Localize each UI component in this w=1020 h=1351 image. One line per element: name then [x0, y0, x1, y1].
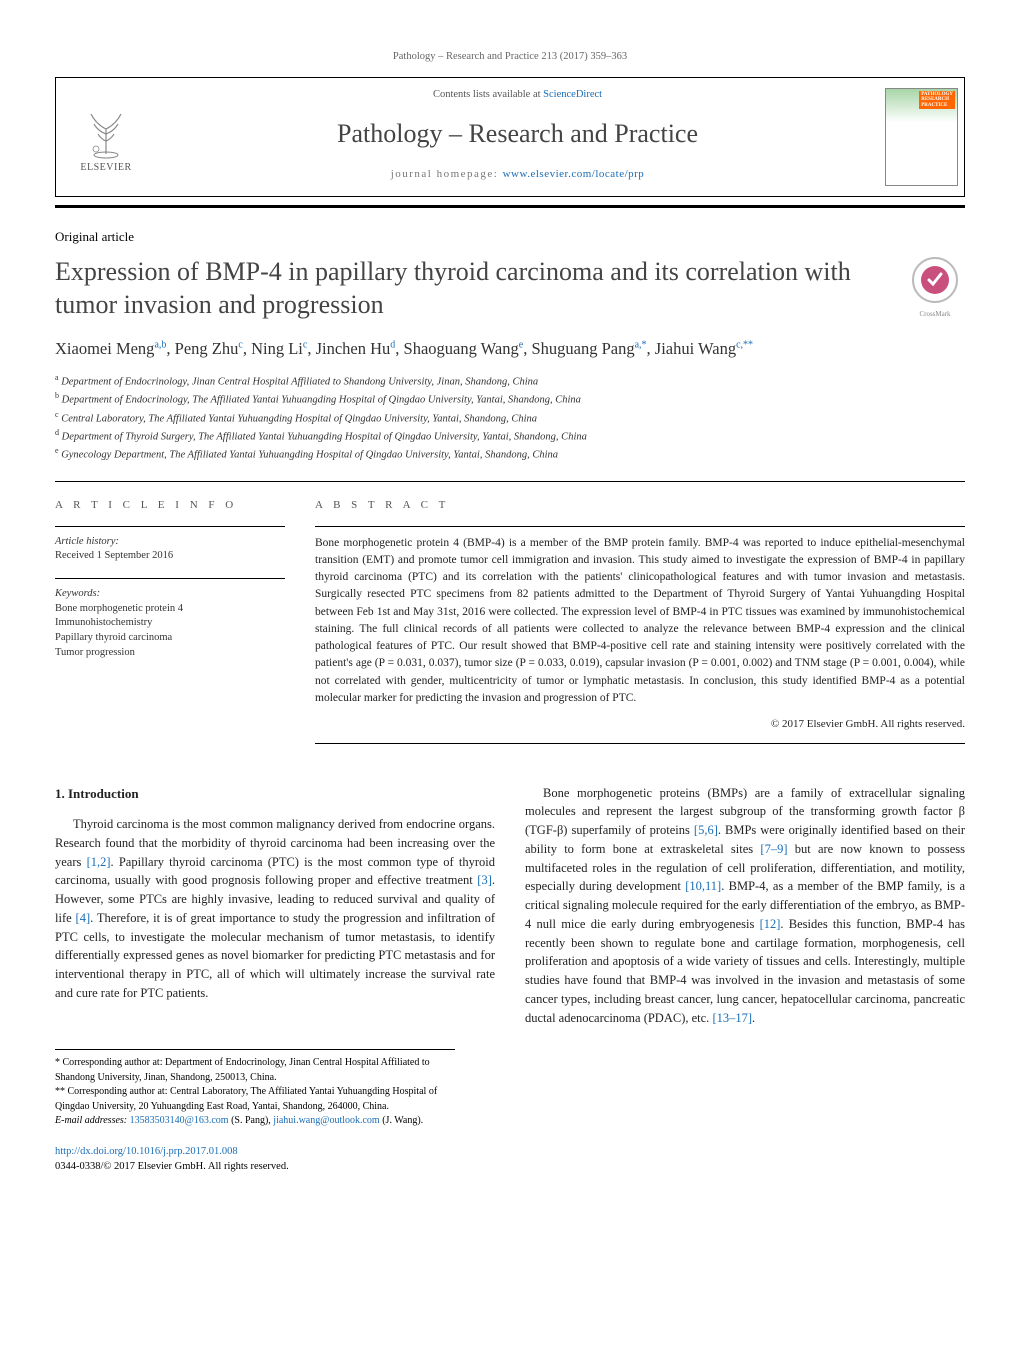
crossmark-icon	[911, 256, 959, 304]
cover-label: PATHOLOGY RESEARCH PRACTICE	[919, 91, 955, 110]
affiliation: a Department of Endocrinology, Jinan Cen…	[55, 372, 965, 390]
affiliations-list: a Department of Endocrinology, Jinan Cen…	[55, 372, 965, 463]
running-head-citation: Pathology – Research and Practice 213 (2…	[55, 50, 965, 65]
ref-link-12[interactable]: [12]	[760, 917, 781, 931]
intro-paragraph-2: Bone morphogenetic proteins (BMPs) are a…	[525, 784, 965, 1028]
affiliation: c Central Laboratory, The Affiliated Yan…	[55, 409, 965, 427]
ref-link-7-9[interactable]: [7–9]	[760, 842, 787, 856]
article-history-block: Article history: Received 1 September 20…	[55, 535, 285, 564]
ref-link-4[interactable]: [4]	[76, 911, 91, 925]
ref-link-3[interactable]: [3]	[477, 873, 492, 887]
author: Jiahui Wang	[655, 339, 736, 358]
email-link-1[interactable]: 13583503140@163.com	[130, 1115, 229, 1126]
abstract-copyright: © 2017 Elsevier GmbH. All rights reserve…	[315, 717, 965, 732]
author: Jinchen Hu	[316, 339, 391, 358]
header-rule	[55, 205, 965, 208]
intro-paragraph-1: Thyroid carcinoma is the most common mal…	[55, 815, 495, 1003]
email-addresses: E-mail addresses: 13583503140@163.com (S…	[55, 1114, 455, 1129]
contents-available-line: Contents lists available at ScienceDirec…	[156, 88, 879, 103]
issn-copyright-line: 0344-0338/© 2017 Elsevier GmbH. All righ…	[55, 1161, 289, 1172]
keyword: Papillary thyroid carcinoma	[55, 631, 285, 646]
elsevier-tree-icon	[76, 99, 136, 159]
sciencedirect-link[interactable]: ScienceDirect	[543, 89, 602, 100]
crossmark-badge[interactable]: CrossMark	[905, 256, 965, 319]
keyword: Immunohistochemistry	[55, 616, 285, 631]
journal-cover-thumbnail: PATHOLOGY RESEARCH PRACTICE	[879, 78, 964, 196]
keyword: Bone morphogenetic protein 4	[55, 602, 285, 617]
journal-name: Pathology – Research and Practice	[156, 116, 879, 152]
crossmark-label: CrossMark	[905, 310, 965, 320]
journal-homepage-link[interactable]: www.elsevier.com/locate/prp	[503, 168, 645, 180]
author: Shuguang Pang	[531, 339, 634, 358]
email-link-2[interactable]: jiahui.wang@outlook.com	[273, 1115, 379, 1126]
abstract-heading: a b s t r a c t	[315, 498, 965, 513]
corresponding-2: ** Corresponding author at: Central Labo…	[55, 1085, 455, 1114]
homepage-prefix: journal homepage:	[391, 168, 503, 180]
ref-link-5-6[interactable]: [5,6]	[694, 823, 718, 837]
keywords-block: Keywords: Bone morphogenetic protein 4Im…	[55, 587, 285, 660]
keywords-label: Keywords:	[55, 588, 100, 599]
history-label: Article history:	[55, 536, 119, 547]
author: Peng Zhu	[175, 339, 239, 358]
affiliation: d Department of Thyroid Surgery, The Aff…	[55, 427, 965, 445]
abstract-column: a b s t r a c t Bone morphogenetic prote…	[315, 498, 965, 743]
abstract-text: Bone morphogenetic protein 4 (BMP-4) is …	[315, 526, 965, 708]
keyword: Tumor progression	[55, 646, 285, 661]
section-1-heading: 1. Introduction	[55, 784, 495, 804]
doi-link[interactable]: http://dx.doi.org/10.1016/j.prp.2017.01.…	[55, 1146, 238, 1157]
affiliation: b Department of Endocrinology, The Affil…	[55, 390, 965, 408]
author: Xiaomei Meng	[55, 339, 154, 358]
doi-block: http://dx.doi.org/10.1016/j.prp.2017.01.…	[55, 1145, 965, 1174]
author: Shaoguang Wang	[404, 339, 519, 358]
elsevier-label: ELSEVIER	[80, 161, 131, 175]
ref-link-10-11[interactable]: [10,11]	[685, 879, 721, 893]
corresponding-footnotes: * Corresponding author at: Department of…	[55, 1049, 455, 1129]
journal-homepage-line: journal homepage: www.elsevier.com/locat…	[156, 167, 879, 182]
ref-link-13-17[interactable]: [13–17]	[712, 1011, 752, 1025]
article-info-column: a r t i c l e i n f o Article history: R…	[55, 498, 285, 743]
article-type: Original article	[55, 228, 965, 246]
affiliation: e Gynecology Department, The Affiliated …	[55, 445, 965, 463]
contents-prefix: Contents lists available at	[433, 89, 543, 100]
elsevier-logo: ELSEVIER	[56, 78, 156, 196]
corresponding-1: * Corresponding author at: Department of…	[55, 1056, 455, 1085]
article-info-heading: a r t i c l e i n f o	[55, 498, 285, 513]
journal-header-box: ELSEVIER Contents lists available at Sci…	[55, 77, 965, 197]
history-received: Received 1 September 2016	[55, 550, 173, 561]
body-two-column: 1. Introduction Thyroid carcinoma is the…	[55, 784, 965, 1028]
article-title: Expression of BMP-4 in papillary thyroid…	[55, 256, 905, 321]
authors-list: Xiaomei Menga,b, Peng Zhuc, Ning Lic, Ji…	[55, 337, 965, 362]
ref-link-1-2[interactable]: [1,2]	[87, 855, 111, 869]
author: Ning Li	[251, 339, 303, 358]
